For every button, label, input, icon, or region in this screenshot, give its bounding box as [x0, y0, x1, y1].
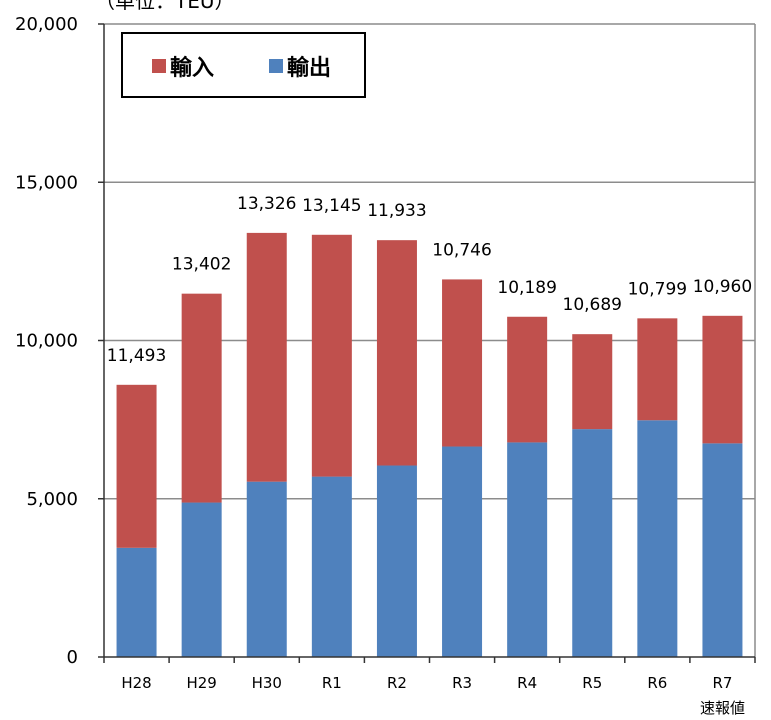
bar-import [637, 318, 678, 421]
data-label: 13,402 [172, 255, 231, 275]
data-label: 11,493 [107, 346, 166, 366]
bar-import [181, 293, 222, 503]
data-label: 10,960 [693, 277, 752, 297]
unit-label: （単位：TEU） [95, 0, 235, 13]
legend-swatch-export [269, 59, 283, 73]
bar-import [572, 334, 613, 430]
data-label: 11,933 [367, 201, 426, 221]
bar-import [442, 279, 483, 447]
bar-export [311, 476, 352, 657]
data-label: 10,189 [497, 278, 556, 298]
x-tick-label: H30 [252, 674, 282, 692]
x-tick-label: R2 [387, 674, 407, 692]
bar-export [637, 420, 678, 657]
bar-import [702, 315, 743, 444]
y-tick-label: 0 [67, 647, 78, 668]
bar-import [116, 384, 157, 548]
x-tick-sublabel: 速報値 [700, 699, 745, 717]
x-tick-label: R6 [647, 674, 667, 692]
bar-export [246, 481, 287, 657]
x-tick-label: R3 [452, 674, 472, 692]
bar-import [311, 234, 352, 477]
data-label: 10,799 [628, 279, 687, 299]
x-tick-labels: H28 H29 H30 R1 R2 R3 R4 R5 R6 R7 速報値 [121, 674, 745, 717]
y-tick-label: 10,000 [15, 331, 78, 352]
bar-export [116, 547, 157, 657]
x-tick-label: R7 [712, 674, 732, 692]
bar-import [507, 316, 548, 443]
legend-label-import: 輸入 [170, 55, 214, 81]
bar-export [181, 502, 222, 657]
bars [116, 232, 743, 657]
y-tick-label: 15,000 [15, 172, 78, 193]
bar-export [442, 446, 483, 657]
legend-label-export: 輸出 [287, 55, 331, 81]
axes [98, 23, 756, 663]
y-tick-label: 20,000 [15, 14, 78, 35]
bar-export [572, 429, 613, 657]
bar-import [376, 240, 417, 466]
x-tick-label: R4 [517, 674, 537, 692]
data-label: 13,145 [302, 196, 361, 216]
x-tick-label: R5 [582, 674, 602, 692]
data-label: 13,326 [237, 194, 296, 214]
x-tick-label: R1 [322, 674, 342, 692]
legend-swatch-import [152, 59, 166, 73]
x-tick-label: H29 [186, 674, 216, 692]
y-tick-label: 5,000 [26, 489, 78, 510]
legend: 輸入 輸出 [121, 32, 366, 98]
bar-import [246, 232, 287, 482]
data-label: 10,689 [563, 295, 622, 315]
bar-export [376, 465, 417, 657]
y-tick-labels: 0 5,000 10,000 15,000 20,000 [15, 14, 78, 668]
bar-export [507, 442, 548, 657]
data-labels: 11,493 13,402 13,326 13,145 11,933 10,746 10,1… [107, 194, 752, 366]
bar-export [702, 443, 743, 657]
x-tick-label: H28 [121, 674, 151, 692]
data-label: 10,746 [432, 240, 491, 260]
